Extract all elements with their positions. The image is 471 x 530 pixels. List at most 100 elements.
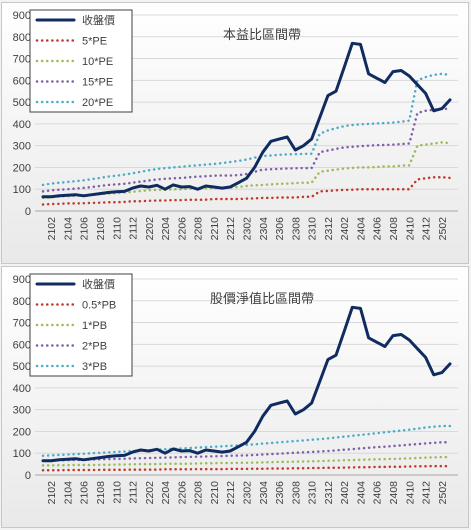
pe-title: 本益比區間帶: [223, 27, 301, 42]
pb-x-tick-label: 2108: [95, 481, 107, 505]
pe-legend-label: 15*PE: [82, 77, 113, 89]
pe-series-line: [41, 72, 452, 187]
pb-x-tick-label: 2110: [111, 481, 123, 504]
pe-series-line: [41, 175, 452, 206]
pb-y-tick-label: 800: [13, 296, 31, 308]
pe-y-tick-label: 400: [13, 119, 31, 131]
pe-x-tick-label: 2206: [176, 217, 188, 241]
pb-x-tick-label: 2410: [404, 481, 416, 505]
pe-y-tick-label: 900: [13, 10, 31, 22]
pb-legend-label: 收盤價: [82, 277, 115, 291]
pb-legend-label: 1*PB: [82, 320, 107, 332]
pb-y-tick-label: 600: [13, 339, 31, 351]
pe-series-line: [41, 41, 452, 199]
pb-x-tick-label: 2210: [209, 481, 221, 505]
pe-legend-label: 5*PE: [82, 36, 107, 48]
pb-x-tick-label: 2312: [323, 481, 335, 505]
pe-y-tick-label: 600: [13, 75, 31, 87]
pe-x-tick-label: 2502: [437, 217, 449, 241]
pb-x-tick-label: 2402: [339, 481, 351, 505]
pb-y-tick-label: 900: [13, 274, 31, 286]
pe-band-chart: 0 100 200 300 400 500 600 700 800 900 2102 2104 2106…: [13, 9, 458, 241]
pb-y-tick-label: 300: [13, 405, 31, 417]
pb-y-tick-label: 400: [13, 383, 31, 395]
pe-y-tick-label: 500: [13, 97, 31, 109]
pb-x-tick-label: 2502: [437, 481, 449, 505]
pb-y-tick-label: 200: [13, 426, 31, 438]
pb-band-chart-panel: 0 100 200 300 400 500 600 700 800 900 2102 2104 2106…: [1, 266, 469, 528]
pe-series-line: [41, 107, 452, 193]
pb-y-tick-label: 100: [13, 448, 31, 460]
pb-x-tick-label: 2310: [307, 481, 319, 505]
pb-series-line: [41, 441, 452, 462]
pe-x-tick-label: 2204: [160, 217, 172, 241]
pb-x-tick-label: 2102: [46, 481, 58, 505]
pe-y-tick-label: 0: [25, 206, 31, 218]
pb-x-tick-label: 2304: [258, 481, 270, 505]
pb-x-tick-label: 2308: [290, 481, 302, 505]
pe-legend-label: 收盤價: [82, 13, 115, 27]
pe-legend: 收盤價 5*PE 10*PE 15*PE 20*PE: [29, 9, 133, 113]
pb-x-tick-label: 2306: [274, 481, 286, 505]
pe-x-tick-label: 2302: [242, 217, 254, 241]
pe-x-tick-label: 2410: [404, 217, 416, 241]
pb-x-tick-label: 2302: [242, 481, 254, 505]
pe-x-tick-label: 2212: [225, 217, 237, 241]
pb-series-line: [41, 305, 452, 463]
pb-x-tick-label: 2206: [176, 481, 188, 505]
pe-legend-label: 20*PE: [82, 97, 113, 109]
pe-x-tick-label: 2306: [274, 217, 286, 241]
pe-y-tick-label: 700: [13, 54, 31, 66]
pe-x-tick-label: 2102: [46, 217, 58, 241]
pb-x-tick-label: 2412: [421, 481, 433, 505]
pe-x-tick-label: 2202: [144, 217, 156, 241]
pb-legend: 收盤價 0.5*PB 1*PB 2*PB 3*PB: [29, 273, 133, 377]
pb-x-tick-label: 2204: [160, 481, 172, 505]
pb-legend-box: [29, 273, 133, 377]
pe-x-tick-label: 2108: [95, 217, 107, 241]
pb-series-line: [41, 464, 452, 472]
pb-legend-label: 0.5*PB: [82, 300, 116, 312]
pe-x-tick-label: 2112: [128, 217, 140, 240]
pb-x-tick-label: 2208: [193, 481, 205, 505]
pe-x-tick-label: 2210: [209, 217, 221, 241]
pe-y-tick-label: 300: [13, 141, 31, 153]
pe-x-tick-label: 2404: [355, 217, 367, 241]
pb-x-tick-label: 2408: [388, 481, 400, 505]
pb-y-tick-label: 0: [25, 470, 31, 482]
pb-x-tick-label: 2202: [144, 481, 156, 505]
pb-band-chart: 0 100 200 300 400 500 600 700 800 900 2102 2104 2106…: [13, 273, 458, 505]
pe-x-tick-label: 2310: [307, 217, 319, 241]
pe-y-tick-label: 100: [13, 184, 31, 196]
pe-x-tick-label: 2110: [111, 217, 123, 240]
pe-legend-box: [29, 9, 133, 113]
pe-series-line: [41, 141, 452, 200]
pe-legend-label: 10*PE: [82, 56, 113, 68]
pb-x-tick-label: 2212: [225, 481, 237, 505]
pe-band-chart-panel: 0 100 200 300 400 500 600 700 800 900 2102 2104 2106…: [1, 2, 469, 264]
pe-y-tick-label: 200: [13, 162, 31, 174]
pb-y-tick-label: 500: [13, 361, 31, 373]
pe-x-tick-label: 2402: [339, 217, 351, 241]
pe-x-tick-label: 2104: [62, 217, 74, 241]
pb-x-tick-label: 2404: [355, 481, 367, 505]
pb-series-line: [41, 455, 452, 467]
pe-y-tick-label: 800: [13, 32, 31, 44]
pe-x-tick-label: 2308: [290, 217, 302, 241]
pb-x-tick-label: 2104: [62, 481, 74, 505]
pe-x-tick-label: 2106: [79, 217, 91, 241]
pe-x-tick-label: 2312: [323, 217, 335, 241]
pb-x-tick-label: 2106: [79, 481, 91, 505]
pe-x-tick-label: 2412: [421, 217, 433, 241]
pb-y-tick-label: 700: [13, 318, 31, 330]
pb-title: 股價淨值比區間帶: [210, 291, 314, 306]
pe-x-tick-label: 2406: [372, 217, 384, 241]
pe-x-tick-label: 2304: [258, 217, 270, 241]
pe-x-tick-label: 2208: [193, 217, 205, 241]
pb-x-tick-label: 2406: [372, 481, 384, 505]
pb-x-tick-label: 2112: [128, 481, 140, 504]
pb-series-line: [41, 424, 452, 458]
pb-legend-label: 2*PB: [82, 341, 107, 353]
pb-legend-label: 3*PB: [82, 361, 107, 373]
